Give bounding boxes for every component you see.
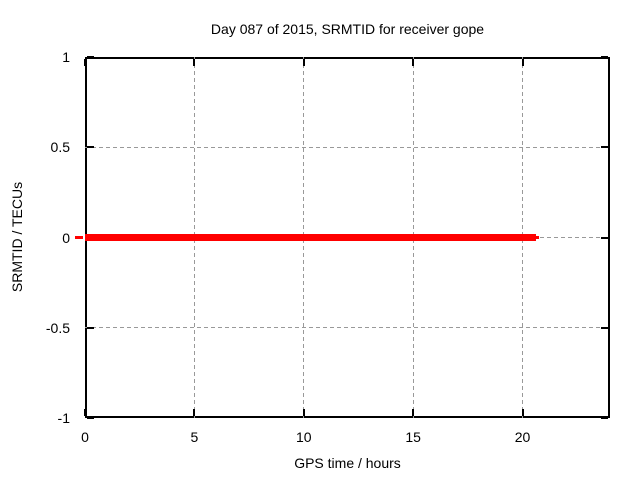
x-tick-label: 0: [81, 429, 89, 445]
x-tick: [412, 59, 415, 66]
y-tick: [601, 417, 608, 419]
y-tick: [87, 146, 94, 149]
chart-title: Day 087 of 2015, SRMTID for receiver gop…: [210, 21, 485, 37]
x-tick-label: 15: [405, 429, 421, 445]
x-axis-label: GPS time / hours: [294, 455, 401, 471]
y-tick-label: 0.5: [50, 139, 70, 156]
x-tick: [521, 59, 524, 66]
x-tick: [84, 59, 86, 66]
y-gridline: [85, 327, 610, 329]
x-tick-label: 10: [295, 429, 312, 445]
y-tick: [601, 236, 608, 239]
x-tick: [193, 59, 196, 66]
x-tick-label: 5: [190, 429, 199, 445]
x-tick: [302, 409, 305, 416]
y-tick: [601, 326, 608, 329]
y-tick: [601, 146, 608, 149]
x-tick: [412, 409, 415, 416]
y-tick: [87, 417, 94, 419]
x-tick-label: 20: [514, 429, 531, 445]
y-tick-label: 1: [62, 49, 70, 65]
data-line-end-cap: [535, 236, 539, 239]
y-tick: [601, 56, 608, 58]
y-tick: [87, 56, 94, 58]
y-tick-label: -1: [57, 410, 70, 426]
zero-tick-red-dash: [75, 236, 83, 239]
x-tick: [302, 59, 305, 66]
y-tick-label: 0: [62, 229, 70, 246]
y-gridline: [85, 146, 610, 148]
data-line: [85, 234, 536, 241]
x-tick: [193, 409, 196, 416]
y-tick: [87, 326, 94, 329]
y-tick-label: -0.5: [45, 319, 70, 336]
x-tick: [521, 409, 524, 416]
x-tick: [84, 409, 86, 416]
